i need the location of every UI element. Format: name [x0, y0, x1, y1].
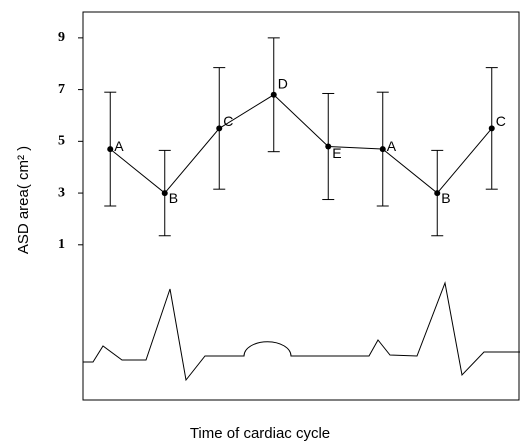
y-tick-label: 1 [58, 237, 65, 252]
y-axis-label: ASD area( cm² ) [15, 146, 32, 254]
data-point [325, 143, 332, 150]
data-point [488, 125, 495, 132]
point-label: D [278, 75, 288, 91]
point-label: E [332, 145, 341, 161]
data-line [109, 94, 493, 194]
plot-frame [82, 11, 520, 401]
point-label: A [114, 138, 124, 154]
point-label: A [387, 138, 397, 154]
ecg-trace [83, 281, 520, 382]
data-point [379, 146, 386, 153]
data-point [270, 91, 277, 98]
y-tick-label: 7 [58, 82, 65, 97]
y-tick-label: 9 [58, 30, 65, 45]
data-point [161, 190, 168, 197]
x-axis-label: Time of cardiac cycle [190, 425, 330, 442]
point-label: B [441, 190, 450, 206]
point-label: C [223, 113, 233, 129]
point-label: B [169, 190, 178, 206]
point-label: C [496, 113, 506, 129]
y-tick-label: 3 [58, 185, 65, 200]
data-point [434, 190, 441, 197]
data-point [216, 125, 223, 132]
data-point [107, 146, 114, 153]
y-tick-label: 5 [58, 134, 65, 149]
